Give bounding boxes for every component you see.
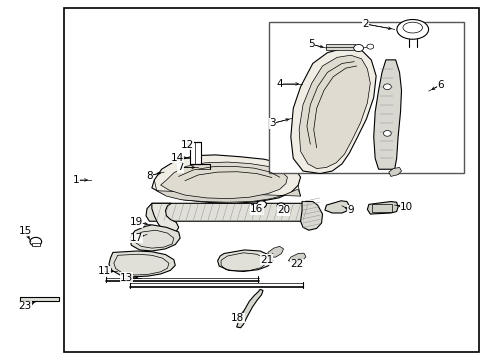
Circle shape [383, 84, 390, 90]
Polygon shape [299, 55, 369, 168]
Polygon shape [217, 250, 272, 271]
Text: 15: 15 [19, 226, 32, 236]
Text: 17: 17 [129, 233, 142, 243]
Polygon shape [325, 201, 348, 213]
Text: 18: 18 [230, 313, 244, 323]
Polygon shape [290, 47, 375, 174]
Polygon shape [373, 60, 401, 169]
Text: 3: 3 [269, 118, 276, 128]
Bar [64, 8, 478, 352]
Polygon shape [146, 203, 310, 221]
Polygon shape [160, 162, 287, 199]
Text: 22: 22 [290, 259, 303, 269]
Circle shape [256, 201, 266, 208]
Text: 12: 12 [180, 140, 193, 150]
Text: 1: 1 [73, 175, 80, 185]
Polygon shape [366, 202, 397, 214]
Text: 4: 4 [276, 79, 283, 89]
Bar [32, 243, 40, 246]
Polygon shape [152, 203, 178, 233]
Text: 23: 23 [19, 301, 32, 311]
Bar [326, 44, 354, 50]
Polygon shape [130, 225, 180, 251]
Circle shape [30, 237, 41, 246]
Bar [371, 204, 391, 212]
Polygon shape [109, 251, 175, 277]
Text: 5: 5 [308, 40, 314, 49]
Circle shape [353, 44, 363, 51]
Polygon shape [288, 253, 305, 262]
Ellipse shape [402, 22, 422, 33]
Text: 8: 8 [146, 171, 152, 181]
Bar [20, 297, 59, 301]
Ellipse shape [396, 19, 427, 39]
Polygon shape [157, 189, 300, 202]
Text: 19: 19 [129, 217, 142, 227]
Text: 7: 7 [177, 162, 183, 172]
Circle shape [383, 131, 390, 136]
Bar [268, 22, 463, 173]
Polygon shape [388, 167, 401, 176]
Text: 21: 21 [259, 255, 272, 265]
Text: 13: 13 [120, 273, 133, 283]
Text: 6: 6 [436, 80, 443, 90]
Text: 9: 9 [347, 206, 353, 216]
Text: 14: 14 [170, 153, 183, 163]
Text: 16: 16 [249, 204, 263, 215]
Polygon shape [300, 202, 322, 230]
Text: 2: 2 [362, 19, 368, 29]
Bar [189, 141, 200, 164]
Circle shape [277, 203, 285, 209]
Polygon shape [236, 289, 263, 328]
Text: 10: 10 [399, 202, 412, 212]
Text: 20: 20 [276, 206, 289, 216]
Polygon shape [152, 155, 300, 203]
Polygon shape [267, 246, 283, 257]
Text: 11: 11 [97, 266, 110, 276]
Circle shape [366, 44, 373, 49]
